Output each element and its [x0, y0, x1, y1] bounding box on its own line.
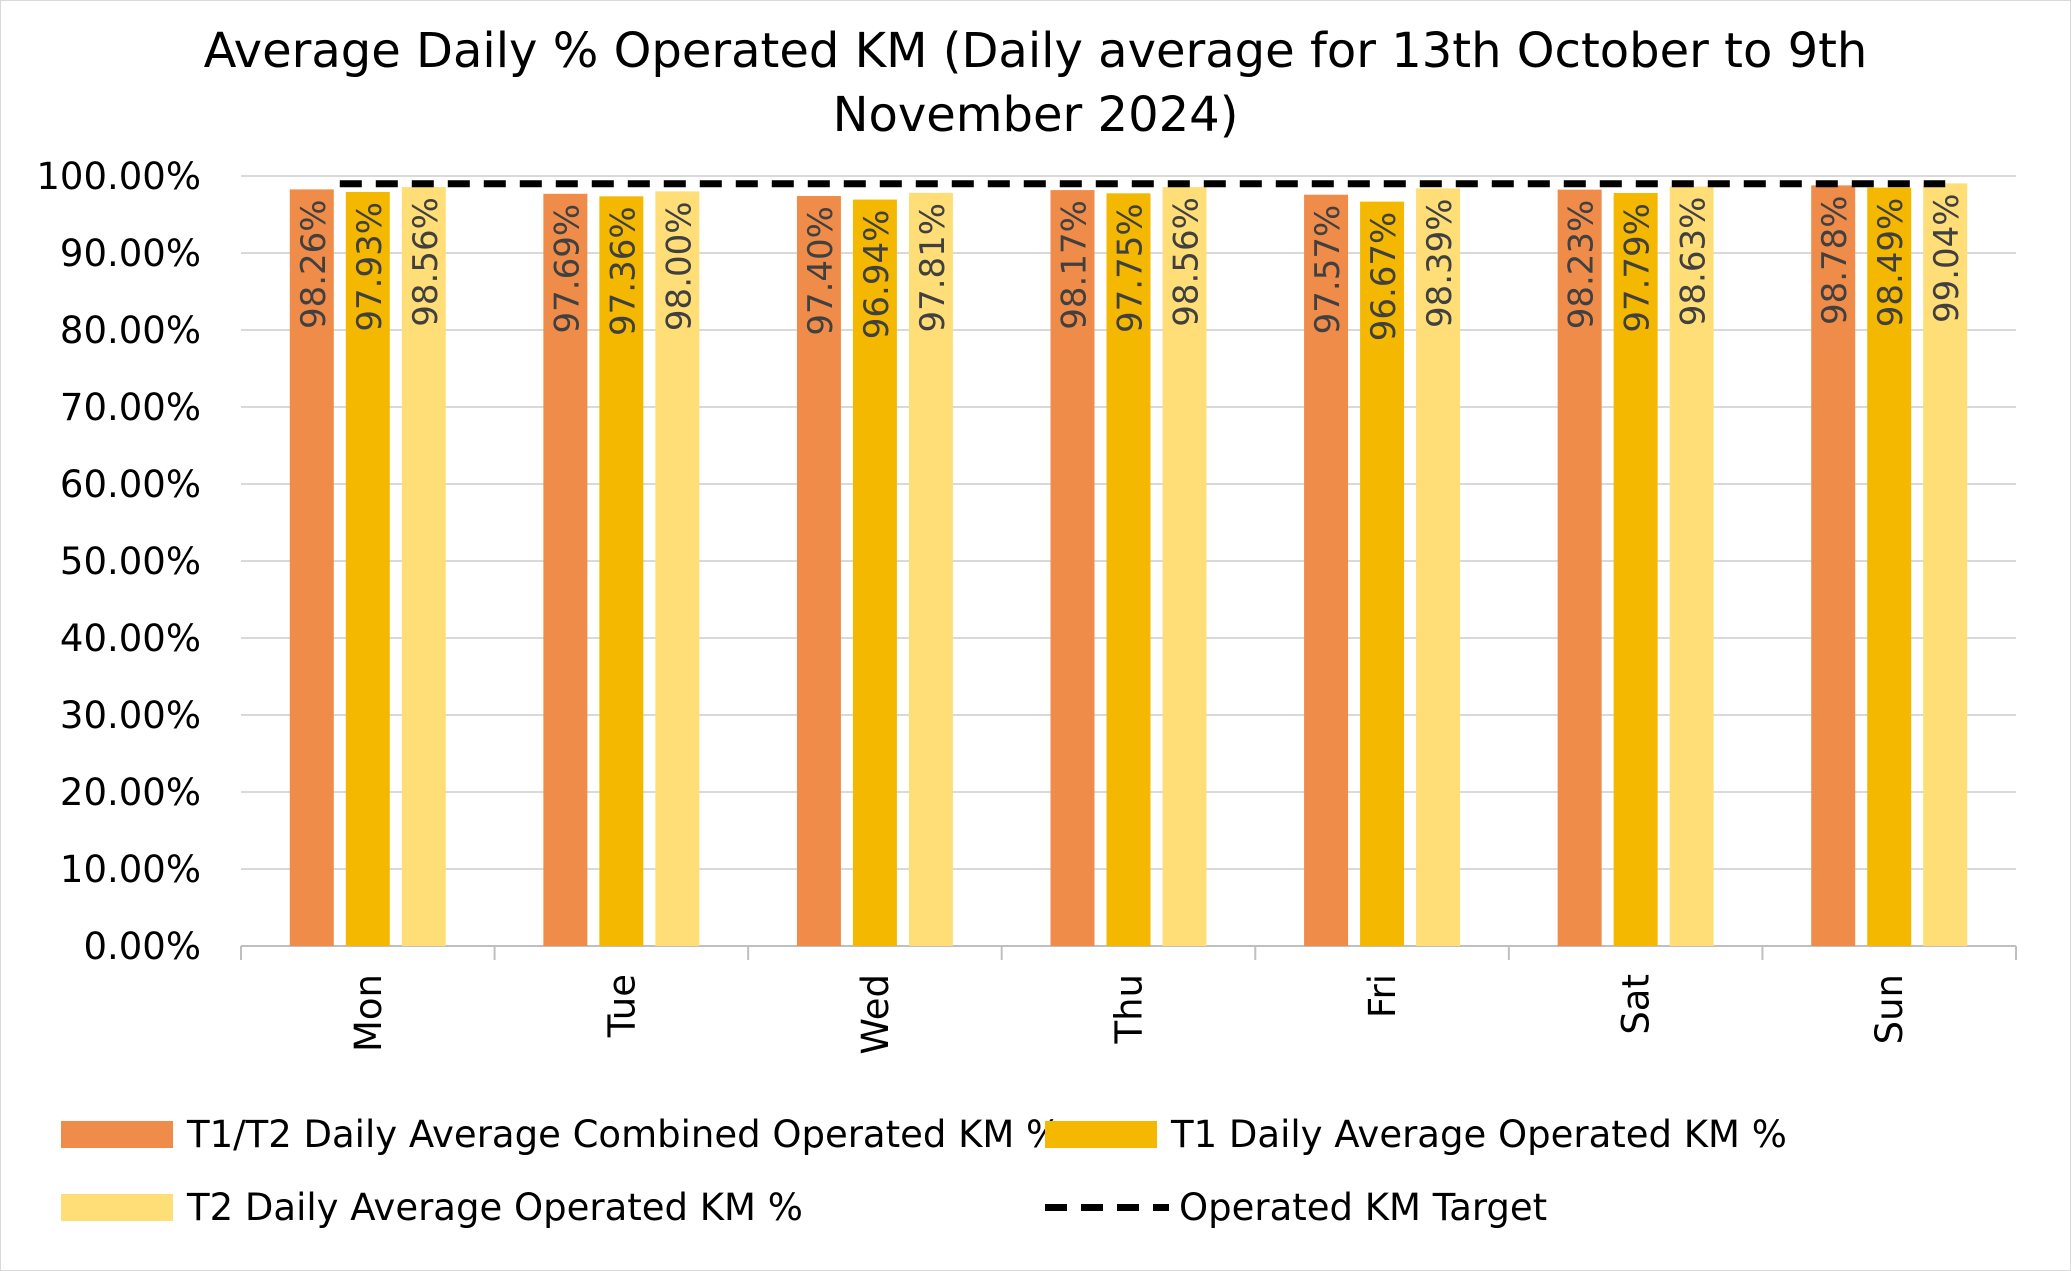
legend-label-target: Operated KM Target	[1179, 1186, 1548, 1229]
legend-label-t1: T1 Daily Average Operated KM %	[1171, 1113, 1787, 1156]
data-label: 98.56%	[406, 197, 446, 327]
chart-title-line-1: Average Daily % Operated KM (Daily avera…	[203, 23, 1868, 79]
data-label: 98.39%	[1420, 198, 1460, 328]
data-label: 98.26%	[294, 199, 334, 329]
bar	[289, 189, 334, 946]
legend-item-t2: T2 Daily Average Operated KM %	[61, 1186, 803, 1229]
bar	[543, 193, 588, 947]
bar	[796, 196, 841, 946]
legend-swatch-t2	[61, 1194, 173, 1221]
legend-item-target: Operated KM Target	[1045, 1186, 1547, 1229]
data-label: 97.75%	[1111, 203, 1151, 333]
legend-label-combined: T1/T2 Daily Average Combined Operated KM…	[187, 1113, 1062, 1156]
bar	[1557, 189, 1602, 946]
data-label: 98.00%	[659, 201, 699, 331]
legend-swatch-combined	[61, 1121, 173, 1148]
data-label: 97.81%	[913, 203, 953, 333]
data-label: 97.57%	[1308, 205, 1348, 335]
data-label: 97.36%	[603, 206, 643, 336]
bar	[655, 191, 700, 946]
x-tick-label: Sun	[1868, 974, 1911, 1044]
y-tick-label: 20.00%	[60, 771, 201, 814]
bar	[1923, 183, 1968, 947]
data-label: 98.17%	[1055, 200, 1095, 330]
data-label: 98.56%	[1167, 197, 1207, 327]
bar	[1304, 194, 1349, 946]
data-label: 97.79%	[1618, 203, 1658, 333]
data-label: 97.69%	[547, 204, 587, 334]
y-tick-label: 90.00%	[60, 232, 201, 275]
x-tick-label: Tue	[600, 974, 643, 1038]
data-label: 98.78%	[1815, 195, 1855, 325]
legend-swatch-target	[1045, 1204, 1169, 1211]
bar	[1811, 185, 1856, 947]
y-tick-label: 40.00%	[60, 617, 201, 660]
x-tick-label: Thu	[1108, 974, 1151, 1045]
x-tick-label: Mon	[347, 974, 390, 1052]
data-label: 97.93%	[350, 202, 390, 332]
bar	[852, 199, 897, 946]
legend-label-t2: T2 Daily Average Operated KM %	[187, 1186, 803, 1229]
bar	[1669, 186, 1714, 946]
bar	[1360, 201, 1405, 947]
y-tick-label: 80.00%	[60, 309, 201, 352]
bar	[1106, 193, 1151, 946]
x-tick-label: Fri	[1361, 974, 1404, 1018]
legend-item-combined: T1/T2 Daily Average Combined Operated KM…	[61, 1113, 1061, 1156]
data-label: 97.40%	[801, 206, 841, 336]
bar	[1613, 193, 1658, 947]
data-label: 96.94%	[857, 210, 897, 340]
y-tick-label: 100.00%	[36, 155, 201, 198]
y-tick-label: 30.00%	[60, 694, 201, 737]
y-tick-label: 50.00%	[60, 540, 201, 583]
y-tick-label: 10.00%	[60, 848, 201, 891]
x-tick-label: Sat	[1615, 974, 1658, 1035]
chart-title: Average Daily % Operated KM (Daily avera…	[1, 19, 2070, 147]
y-tick-label: 0.00%	[83, 925, 201, 968]
bar	[908, 192, 953, 946]
data-label: 96.67%	[1364, 212, 1404, 342]
data-label: 99.04%	[1927, 193, 1967, 323]
data-label: 98.23%	[1562, 200, 1602, 330]
data-label: 98.63%	[1674, 197, 1714, 327]
y-tick-label: 60.00%	[60, 463, 201, 506]
data-label: 98.49%	[1871, 198, 1911, 328]
chart-title-line-2: November 2024)	[832, 87, 1239, 143]
legend-item-t1: T1 Daily Average Operated KM %	[1045, 1113, 1787, 1156]
x-tick-label: Wed	[854, 974, 897, 1055]
bar	[1162, 187, 1207, 946]
y-tick-label: 70.00%	[60, 386, 201, 429]
legend-swatch-t1	[1045, 1121, 1157, 1148]
bar	[1050, 190, 1095, 946]
bar	[599, 196, 644, 946]
bar	[345, 191, 390, 947]
bar	[1867, 187, 1912, 946]
bar	[401, 187, 446, 946]
bar	[1416, 188, 1461, 947]
